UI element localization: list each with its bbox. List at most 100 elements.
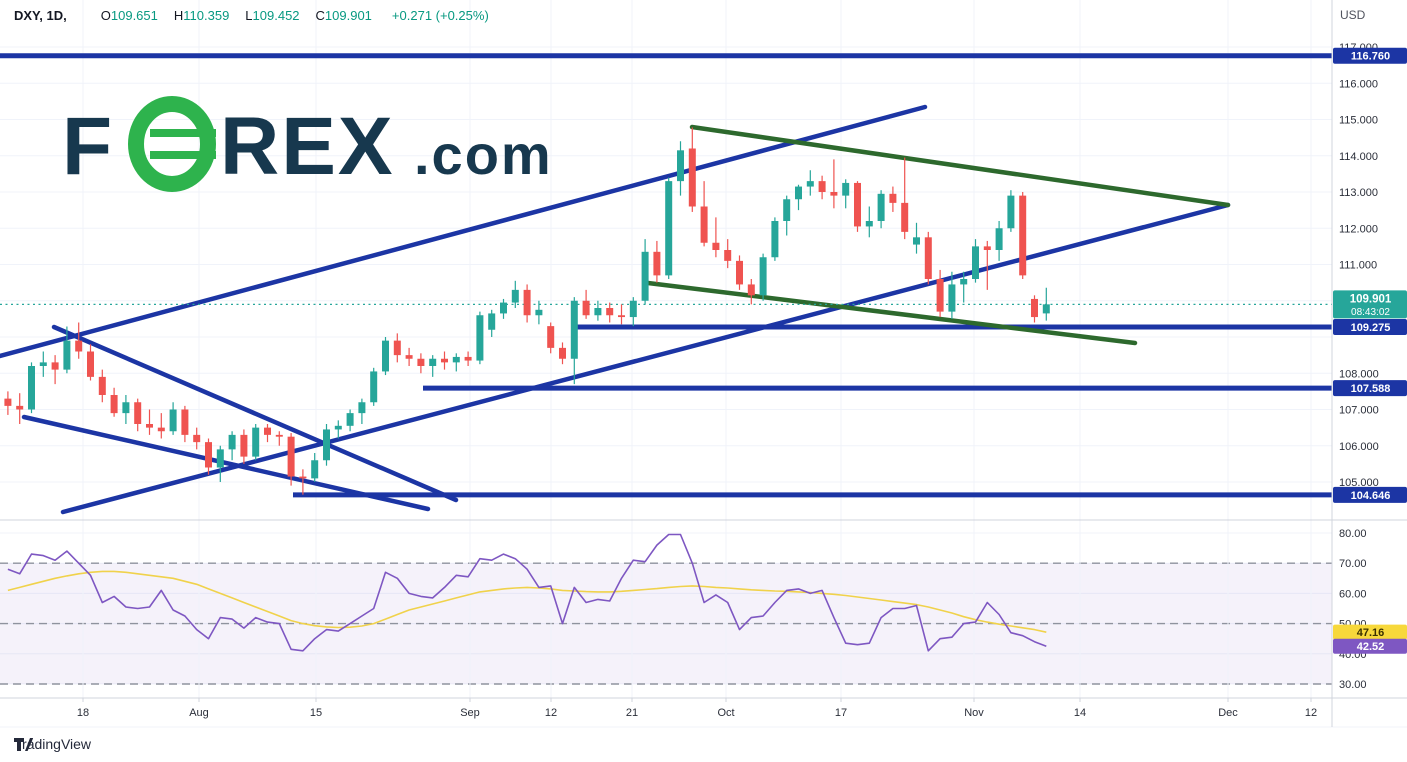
candle-body — [358, 402, 366, 414]
trendline-descending-channel-upper[interactable] — [51, 324, 459, 503]
price-axis-label: 114.000 — [1339, 151, 1378, 163]
candle-body — [1031, 298, 1038, 318]
ohlc-low: L109.452 — [245, 8, 300, 23]
rsi-axis-label: 60.00 — [1339, 588, 1367, 600]
time-axis-label: Dec — [1218, 707, 1238, 719]
forexcom-watermark-logo: F REX .com — [62, 96, 553, 192]
rsi-ma-line — [7, 570, 1047, 633]
candle-body — [75, 340, 83, 352]
candle-body — [311, 460, 319, 479]
candle-body — [948, 284, 956, 312]
time-axis[interactable] — [0, 698, 1407, 727]
candle-body — [854, 182, 861, 227]
candle-body — [570, 300, 578, 359]
price-level-badge — [1333, 486, 1407, 503]
watermark-letters-rex: REX — [220, 101, 395, 192]
candle-body — [39, 362, 47, 366]
rsi-line — [7, 533, 1047, 652]
watermark-letter-f: F — [62, 101, 114, 192]
candle-body — [181, 409, 189, 435]
symbol-header: DXY, 1D, O109.651 H110.359 L109.452 C109… — [14, 8, 489, 23]
price-axis-label: 111.000 — [1339, 260, 1377, 272]
candle-body — [901, 202, 909, 232]
candle-body — [146, 424, 153, 428]
candle-body — [865, 221, 873, 227]
candle-body — [429, 358, 437, 366]
candle-body — [370, 371, 378, 403]
candle-body — [830, 192, 838, 196]
price-level-badge-text: 109.275 — [1351, 322, 1391, 334]
time-axis-label: Sep — [460, 707, 480, 719]
tradingview-icon — [14, 738, 33, 751]
candle-body — [216, 449, 224, 468]
candle-body — [995, 228, 1003, 250]
tradingview-logo[interactable]: TradingView — [14, 736, 91, 752]
candle-body — [205, 442, 212, 468]
candle-body — [736, 260, 743, 285]
trendline-ascending-channel-lower[interactable] — [60, 202, 1231, 515]
candle-body — [405, 355, 413, 359]
candle-body — [712, 242, 720, 250]
trendline-wedge-upper[interactable] — [689, 124, 1231, 208]
price-level-badge-text: 104.646 — [1351, 490, 1391, 502]
candle-body — [700, 206, 708, 243]
candle-body — [252, 427, 260, 457]
candle-body — [193, 434, 201, 443]
price-axis-label: 113.000 — [1339, 187, 1378, 199]
trendline-ascending-channel-upper[interactable] — [0, 104, 928, 359]
price-axis-label: 115.000 — [1339, 115, 1378, 127]
watermark-dotcom: .com — [414, 123, 553, 186]
candle-body — [1007, 195, 1015, 229]
ohlc-high: H110.359 — [173, 8, 230, 23]
price-level-badge — [1333, 47, 1407, 64]
candle-body — [264, 427, 271, 435]
time-axis-label: Oct — [717, 707, 734, 719]
trendline-wedge-lower[interactable] — [645, 280, 1138, 346]
candle-body — [511, 289, 519, 303]
rsi-axis-label: 80.00 — [1339, 528, 1367, 540]
candle-body — [688, 148, 696, 207]
candle-body — [818, 181, 826, 192]
time-axis-label: 17 — [835, 707, 847, 719]
candle-body — [960, 279, 968, 285]
candle-body — [287, 436, 295, 477]
trendline-descending-channel-lower[interactable] — [21, 414, 431, 512]
candle-body — [783, 199, 791, 221]
time-axis-label: Aug — [189, 707, 209, 719]
price-axis-label: 116.000 — [1339, 78, 1378, 90]
candle-body — [913, 237, 920, 245]
time-axis-label: 18 — [77, 707, 89, 719]
candle-body — [972, 246, 979, 279]
candle-body — [653, 251, 661, 276]
candle-body — [559, 347, 566, 359]
candle-body — [606, 308, 614, 316]
candle-body — [476, 315, 484, 361]
candle-body — [393, 340, 401, 356]
candle-body — [382, 340, 389, 372]
candle-body — [618, 315, 625, 318]
price-level-badge — [1333, 319, 1407, 336]
candle-body — [924, 237, 932, 279]
candle-body — [594, 308, 602, 316]
candle-body — [806, 181, 814, 187]
candle-body — [275, 434, 283, 437]
candle-body — [759, 257, 767, 296]
candle-body — [157, 427, 165, 432]
price-level-badge-text: 116.760 — [1351, 51, 1390, 63]
current-price-badge — [1333, 290, 1407, 319]
price-axis-label: 106.000 — [1339, 441, 1379, 453]
time-axis-label: 12 — [1305, 707, 1317, 719]
candle-body — [747, 284, 755, 296]
rsi-badge — [1333, 638, 1407, 654]
candle-body — [4, 398, 12, 406]
candle-body — [122, 402, 130, 414]
ohlc-open: O109.651 — [100, 8, 158, 23]
candle-body — [1042, 304, 1050, 314]
candle-body — [877, 193, 885, 221]
symbol-title[interactable]: DXY, 1D, — [14, 8, 67, 23]
price-axis[interactable] — [1332, 0, 1407, 698]
candle-body — [417, 358, 425, 366]
candle-body — [134, 402, 142, 424]
candle-body — [523, 289, 531, 316]
